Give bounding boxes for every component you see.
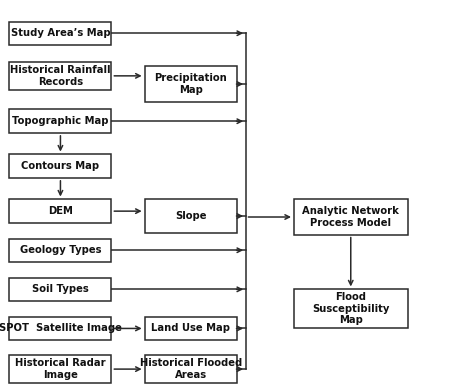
FancyBboxPatch shape [9, 154, 111, 178]
Text: SPOT  Satellite Image: SPOT Satellite Image [0, 323, 122, 334]
Text: DEM: DEM [48, 206, 73, 216]
FancyBboxPatch shape [9, 355, 111, 383]
FancyBboxPatch shape [145, 199, 237, 233]
FancyBboxPatch shape [9, 62, 111, 90]
FancyBboxPatch shape [145, 355, 237, 383]
FancyBboxPatch shape [9, 109, 111, 133]
FancyBboxPatch shape [9, 278, 111, 301]
Text: Analytic Network
Process Model: Analytic Network Process Model [302, 206, 399, 228]
Text: Study Area’s Map: Study Area’s Map [10, 28, 110, 38]
Text: Flood
Susceptibility
Map: Flood Susceptibility Map [312, 292, 390, 325]
Text: Historical Rainfall
Records: Historical Rainfall Records [10, 65, 111, 87]
Text: Land Use Map: Land Use Map [151, 323, 230, 334]
Text: Historical Radar
Image: Historical Radar Image [15, 358, 106, 380]
Text: Slope: Slope [175, 211, 207, 221]
Text: Topographic Map: Topographic Map [12, 116, 109, 126]
FancyBboxPatch shape [9, 239, 111, 262]
Text: Soil Types: Soil Types [32, 284, 89, 294]
FancyBboxPatch shape [294, 289, 408, 328]
FancyBboxPatch shape [9, 199, 111, 223]
Text: Contours Map: Contours Map [21, 161, 100, 171]
FancyBboxPatch shape [9, 317, 111, 340]
Text: Geology Types: Geology Types [20, 245, 101, 255]
Text: Precipitation
Map: Precipitation Map [155, 73, 227, 95]
Text: Historical Flooded
Areas: Historical Flooded Areas [140, 358, 242, 380]
FancyBboxPatch shape [145, 66, 237, 102]
FancyBboxPatch shape [294, 199, 408, 235]
FancyBboxPatch shape [9, 22, 111, 45]
FancyBboxPatch shape [145, 317, 237, 340]
